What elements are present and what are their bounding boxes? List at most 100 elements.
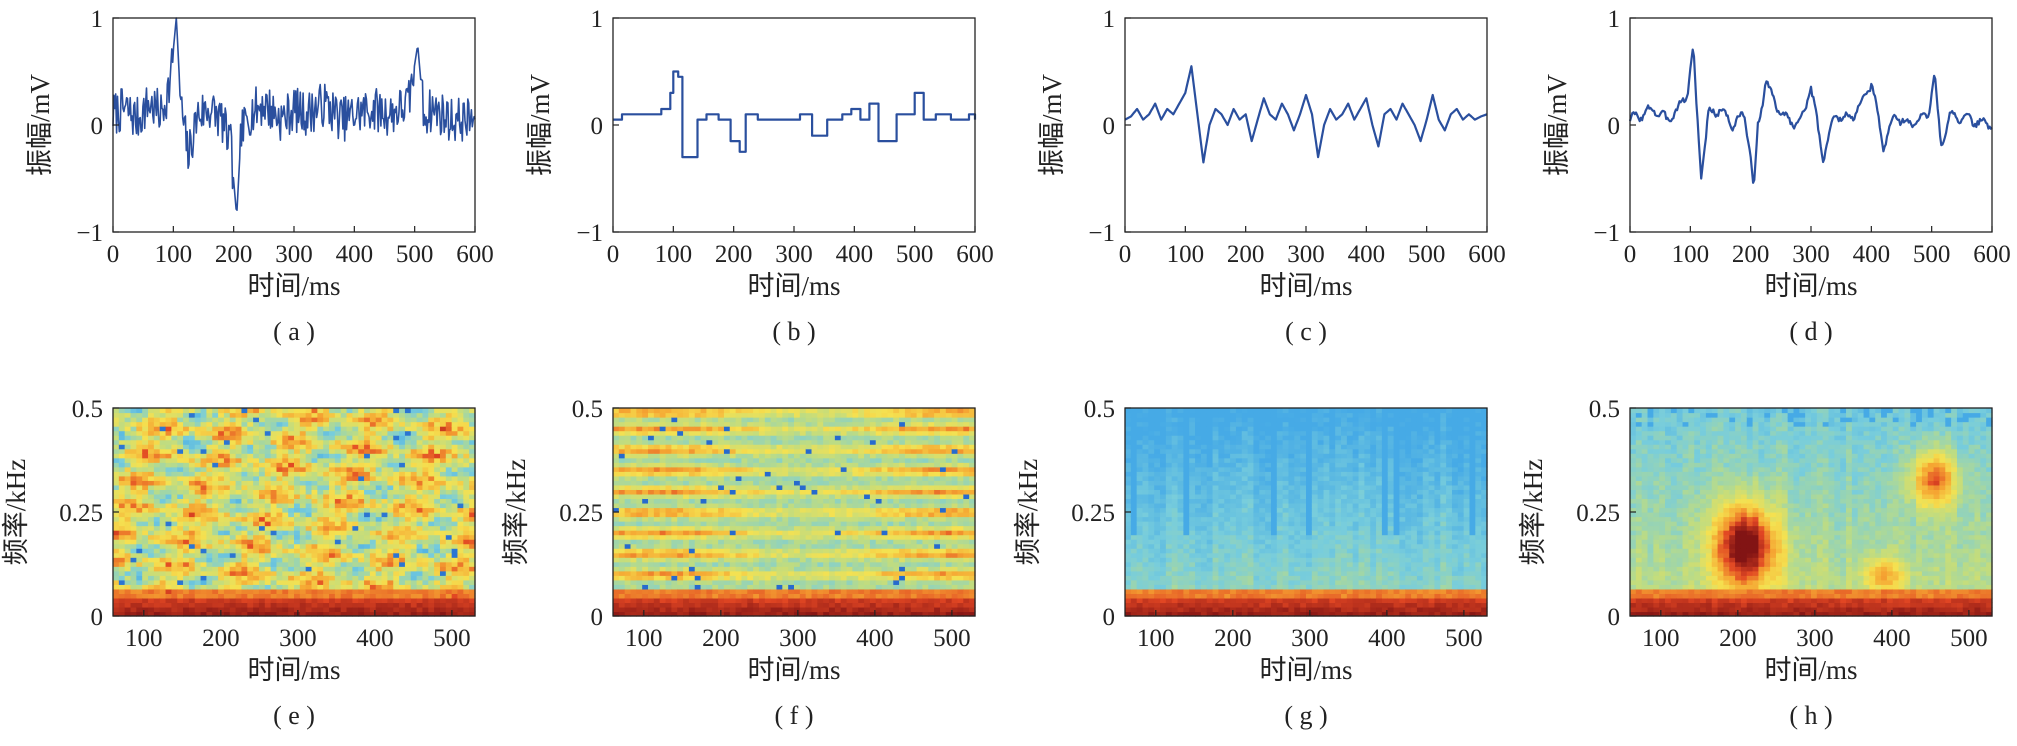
heatmap-cell xyxy=(747,475,754,481)
heatmap-cell xyxy=(817,498,824,504)
heatmap-cell xyxy=(665,498,672,504)
heatmap-cell xyxy=(358,484,365,490)
heatmap-cell xyxy=(653,435,661,441)
heatmap-cell xyxy=(364,584,371,590)
heatmap-cell xyxy=(200,512,208,518)
heatmap-cell xyxy=(834,480,842,486)
heatmap-cell xyxy=(677,606,684,613)
heatmap-cell xyxy=(630,611,637,617)
heatmap-cell xyxy=(445,453,453,459)
heatmap-cell xyxy=(653,412,661,418)
heatmap-cell xyxy=(770,593,778,599)
heatmap-cell xyxy=(735,566,743,572)
heatmap-cell xyxy=(823,439,830,445)
heatmap-cell xyxy=(410,602,418,608)
heatmap-cell xyxy=(764,584,772,590)
heatmap-cell xyxy=(741,489,748,495)
heatmap-cell xyxy=(469,525,476,531)
heatmap-cell xyxy=(381,516,389,522)
heatmap-cell xyxy=(223,489,231,495)
heatmap-cell xyxy=(194,435,202,441)
heatmap-cell xyxy=(299,543,307,549)
heatmap-cell xyxy=(399,417,406,423)
heatmap-cell xyxy=(794,462,801,468)
heatmap-cell xyxy=(683,521,690,527)
heatmap-cell xyxy=(375,539,383,545)
heatmap-cell xyxy=(165,575,172,581)
heatmap-cell xyxy=(282,421,289,427)
heatmap-cell xyxy=(171,493,178,500)
heatmap-cell xyxy=(735,593,743,599)
heatmap-cell xyxy=(823,597,830,604)
heatmap-cell xyxy=(758,448,766,454)
heatmap-cell xyxy=(735,606,743,613)
heatmap-cell xyxy=(864,475,871,481)
heatmap-cell xyxy=(270,439,278,445)
heatmap-cell xyxy=(735,611,743,617)
panel-caption: ( e ) xyxy=(273,701,315,730)
heatmap-cell xyxy=(177,530,184,536)
heatmap-cell xyxy=(358,543,365,549)
heatmap-cell xyxy=(153,466,161,472)
heatmap-cell xyxy=(817,444,824,450)
heatmap-cell xyxy=(729,557,737,563)
heatmap-cell xyxy=(241,530,248,536)
heatmap-cell xyxy=(817,593,824,599)
heatmap-cell xyxy=(188,439,196,445)
heatmap-cell xyxy=(729,484,737,490)
heatmap-cell xyxy=(688,552,696,558)
heatmap-cell xyxy=(364,475,371,481)
heatmap-cell xyxy=(206,448,213,454)
heatmap-cell xyxy=(334,579,342,585)
heatmap-cell xyxy=(712,480,719,486)
heatmap-cell xyxy=(718,584,725,590)
heatmap-cell xyxy=(253,516,260,522)
heatmap-cell xyxy=(171,534,178,540)
heatmap-cell xyxy=(188,498,196,504)
heatmap-cell xyxy=(329,435,336,441)
heatmap-cell xyxy=(694,516,702,522)
heatmap-cell xyxy=(788,498,795,504)
heatmap-cell xyxy=(410,530,418,536)
heatmap-cell xyxy=(671,597,678,604)
heatmap-cell xyxy=(410,421,418,427)
heatmap-cell xyxy=(451,516,459,522)
heatmap-cell xyxy=(688,489,696,495)
heatmap-cell xyxy=(688,570,696,576)
heatmap-cell xyxy=(840,611,848,617)
heatmap-cell xyxy=(276,426,283,432)
heatmap-cell xyxy=(118,530,126,536)
heatmap-cell xyxy=(659,412,667,418)
heatmap-cell xyxy=(451,570,459,576)
heatmap-cell xyxy=(817,584,824,590)
heatmap-cell xyxy=(334,408,342,414)
heatmap-cell xyxy=(630,408,637,414)
heatmap-cell xyxy=(653,457,661,463)
heatmap-cell xyxy=(630,588,637,594)
heatmap-cell xyxy=(258,493,266,500)
heatmap-cell xyxy=(323,534,330,540)
heatmap-cell xyxy=(352,566,359,572)
heatmap-cell xyxy=(642,480,649,486)
heatmap-cell xyxy=(177,417,184,423)
heatmap-cell xyxy=(171,588,178,594)
heatmap-cell xyxy=(153,602,161,608)
heatmap-cell xyxy=(258,448,266,454)
heatmap-cell xyxy=(375,498,383,504)
heatmap-cell xyxy=(223,493,231,500)
heatmap-cell xyxy=(288,597,295,604)
heatmap-cell xyxy=(434,408,441,414)
heatmap-cell xyxy=(741,561,748,567)
heatmap-cell xyxy=(229,430,237,436)
heatmap-cell xyxy=(613,543,620,549)
heatmap-cell xyxy=(387,534,394,540)
heatmap-cell xyxy=(864,471,871,477)
heatmap-cell xyxy=(352,426,359,432)
heatmap-cell xyxy=(130,557,137,563)
heatmap-cell xyxy=(229,530,237,536)
heatmap-cell xyxy=(834,521,842,527)
heatmap-cell xyxy=(618,557,626,563)
heatmap-cell xyxy=(171,453,178,459)
heatmap-cell xyxy=(624,457,632,463)
heatmap-cell xyxy=(165,435,172,441)
